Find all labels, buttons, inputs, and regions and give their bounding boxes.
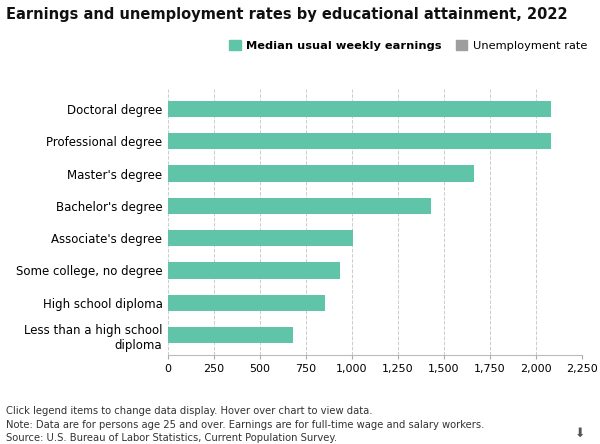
Legend: Median usual weekly earnings, Unemployment rate: Median usual weekly earnings, Unemployme… (225, 36, 592, 56)
Bar (168, 295, 325, 311)
Bar (168, 230, 353, 246)
Text: Click legend items to change data display. Hover over chart to view data.: Click legend items to change data displa… (6, 406, 373, 416)
Bar (168, 198, 431, 214)
Bar (168, 262, 340, 278)
Bar (168, 327, 293, 343)
Text: Source: U.S. Bureau of Labor Statistics, Current Population Survey.: Source: U.S. Bureau of Labor Statistics,… (6, 433, 337, 443)
Text: Note: Data are for persons age 25 and over. Earnings are for full-time wage and : Note: Data are for persons age 25 and ov… (6, 420, 484, 430)
Text: ⬇: ⬇ (575, 427, 585, 440)
Bar (168, 101, 551, 117)
Text: Earnings and unemployment rates by educational attainment, 2022: Earnings and unemployment rates by educa… (6, 7, 568, 22)
Bar (168, 133, 551, 149)
Bar (168, 166, 473, 182)
